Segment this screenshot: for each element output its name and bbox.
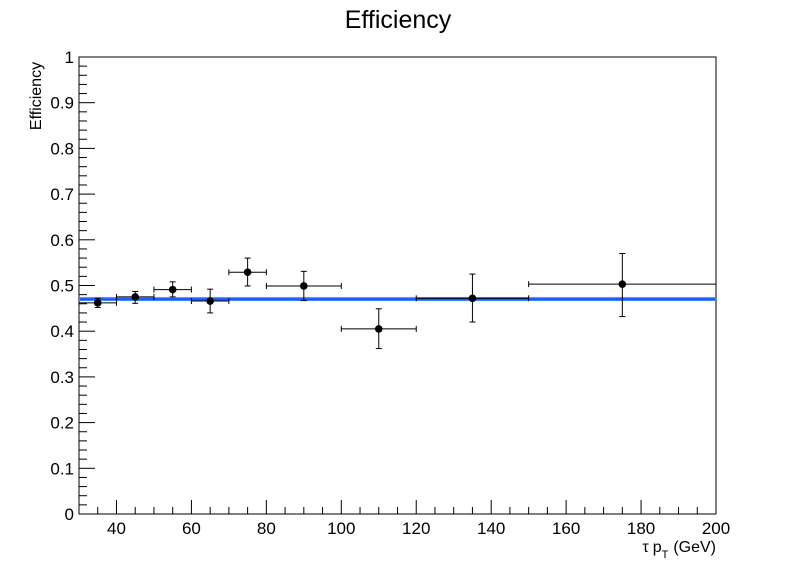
y-axis-label: Efficiency: [28, 62, 45, 130]
y-tick-label: 0.3: [50, 368, 74, 387]
data-point: [78, 297, 117, 308]
x-tick-label: 80: [257, 519, 276, 538]
data-point: [153, 281, 192, 298]
data-point: [190, 288, 230, 314]
x-axis-label-sub: T: [662, 549, 669, 561]
data-marker: [468, 294, 477, 303]
y-tick-label: 0.2: [50, 414, 74, 433]
data-marker: [618, 280, 627, 288]
x-tick-label: 60: [182, 519, 201, 538]
y-tick-label: 0.1: [50, 459, 74, 478]
y-tick-label: 0.9: [50, 94, 74, 113]
y-tick-label: 0.8: [50, 139, 74, 158]
y-tick-label: 0.5: [50, 277, 74, 296]
data-marker: [168, 285, 177, 294]
fit-layer: [80, 296, 715, 302]
x-axis-label-unit: (GeV): [673, 539, 716, 556]
y-tick-label: 0.4: [50, 322, 74, 341]
data-points: [78, 253, 717, 350]
y-tick-label: 0: [65, 505, 74, 524]
data-point: [528, 253, 717, 318]
data-marker: [131, 293, 140, 301]
x-tick-label: 40: [107, 519, 126, 538]
x-tick-label: 180: [627, 519, 655, 538]
x-tick-label: 140: [477, 519, 505, 538]
data-marker: [206, 297, 214, 305]
data-marker: [93, 299, 102, 307]
x-tick-label: 120: [402, 519, 430, 538]
data-point: [228, 257, 267, 287]
y-tick-label: 0.7: [50, 185, 74, 204]
x-axis-label: τ pT (GeV): [642, 539, 716, 561]
data-point: [115, 290, 155, 304]
x-axis-label-greek: τ: [642, 539, 649, 556]
x-tick-label: 160: [552, 519, 580, 538]
y-tick-label: 1: [65, 48, 74, 67]
data-marker: [243, 268, 252, 277]
x-tick-label: 100: [327, 519, 355, 538]
data-marker: [300, 282, 308, 290]
data-point: [340, 308, 417, 350]
data-point: [265, 270, 342, 302]
y-tick-label: 0.6: [50, 231, 74, 250]
data-point: [415, 273, 530, 323]
x-axis-label-var: p: [653, 539, 662, 556]
data-marker: [374, 325, 383, 333]
chart-title: Efficiency: [345, 6, 452, 34]
x-tick-label: 200: [702, 519, 730, 538]
